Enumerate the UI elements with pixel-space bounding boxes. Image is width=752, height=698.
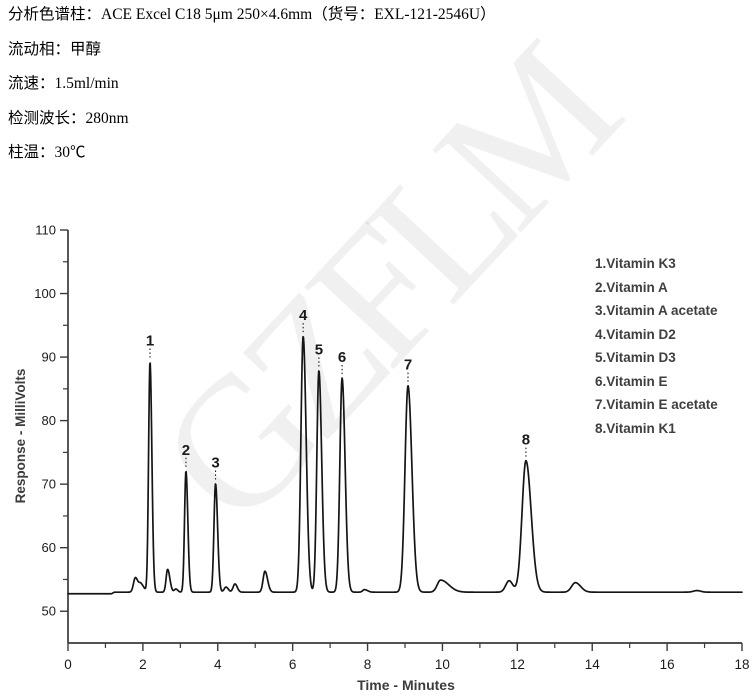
x-tick-label: 4 bbox=[214, 657, 222, 672]
peak-legend: 1.Vitamin K3 2.Vitamin A 3.Vitamin A aceta… bbox=[595, 252, 718, 440]
x-tick-label: 8 bbox=[364, 657, 372, 672]
legend-item: 8.Vitamin K1 bbox=[595, 420, 676, 436]
x-tick-label: 10 bbox=[435, 657, 450, 672]
x-axis-title: Time - Minutes bbox=[357, 677, 455, 693]
y-axis-title: Response - MilliVolts bbox=[13, 369, 28, 504]
legend-item: 5.Vitamin D3 bbox=[595, 350, 676, 365]
legend-item: 7.Vitamin E acetate bbox=[595, 397, 718, 412]
x-tick-label: 18 bbox=[734, 657, 749, 672]
peak-number-label: 5 bbox=[315, 341, 323, 358]
condition-line: 流速：1.5ml/min bbox=[8, 75, 119, 92]
condition-line: 流动相：甲醇 bbox=[8, 40, 102, 58]
peak-number-label: 8 bbox=[522, 432, 530, 449]
y-tick-label: 60 bbox=[42, 540, 56, 555]
peak-number-label: 7 bbox=[404, 357, 412, 374]
y-tick-label: 110 bbox=[35, 223, 56, 238]
peak-number-label: 3 bbox=[211, 455, 219, 472]
peak-number-label: 2 bbox=[182, 442, 190, 459]
condition-line: 柱温：30℃ bbox=[8, 144, 86, 161]
condition-line: 分析色谱柱：ACE Excel C18 5μm 250×4.6mm（货号：EXL… bbox=[8, 6, 496, 23]
chromatogram-trace bbox=[67, 335, 743, 595]
y-tick-label: 80 bbox=[42, 413, 56, 428]
y-tick-label: 90 bbox=[42, 350, 56, 365]
x-tick-label: 0 bbox=[64, 657, 72, 672]
x-tick-label: 16 bbox=[660, 657, 675, 672]
y-tick-label: 70 bbox=[42, 477, 56, 492]
legend-item: 1.Vitamin K3 bbox=[595, 256, 676, 271]
peak-number-label: 4 bbox=[299, 307, 308, 324]
x-tick-label: 2 bbox=[139, 657, 147, 672]
peak-number-label: 6 bbox=[338, 349, 346, 366]
peak-number-label: 1 bbox=[146, 333, 154, 350]
y-tick-label: 100 bbox=[34, 286, 56, 301]
legend-item: 4.Vitamin D2 bbox=[595, 326, 676, 342]
legend-item: 3.Vitamin A acetate bbox=[595, 303, 718, 318]
analysis-conditions: 分析色谱柱：ACE Excel C18 5μm 250×4.6mm（货号：EXL… bbox=[8, 0, 496, 171]
y-tick-label: 50 bbox=[42, 604, 56, 619]
legend-item: 6.Vitamin E bbox=[595, 373, 668, 389]
x-tick-label: 14 bbox=[585, 657, 601, 672]
x-tick-label: 12 bbox=[510, 657, 525, 672]
x-tick-label: 6 bbox=[289, 657, 297, 672]
legend-item: 2.Vitamin A bbox=[595, 279, 668, 295]
condition-line: 检测波长：280nm bbox=[8, 109, 129, 127]
